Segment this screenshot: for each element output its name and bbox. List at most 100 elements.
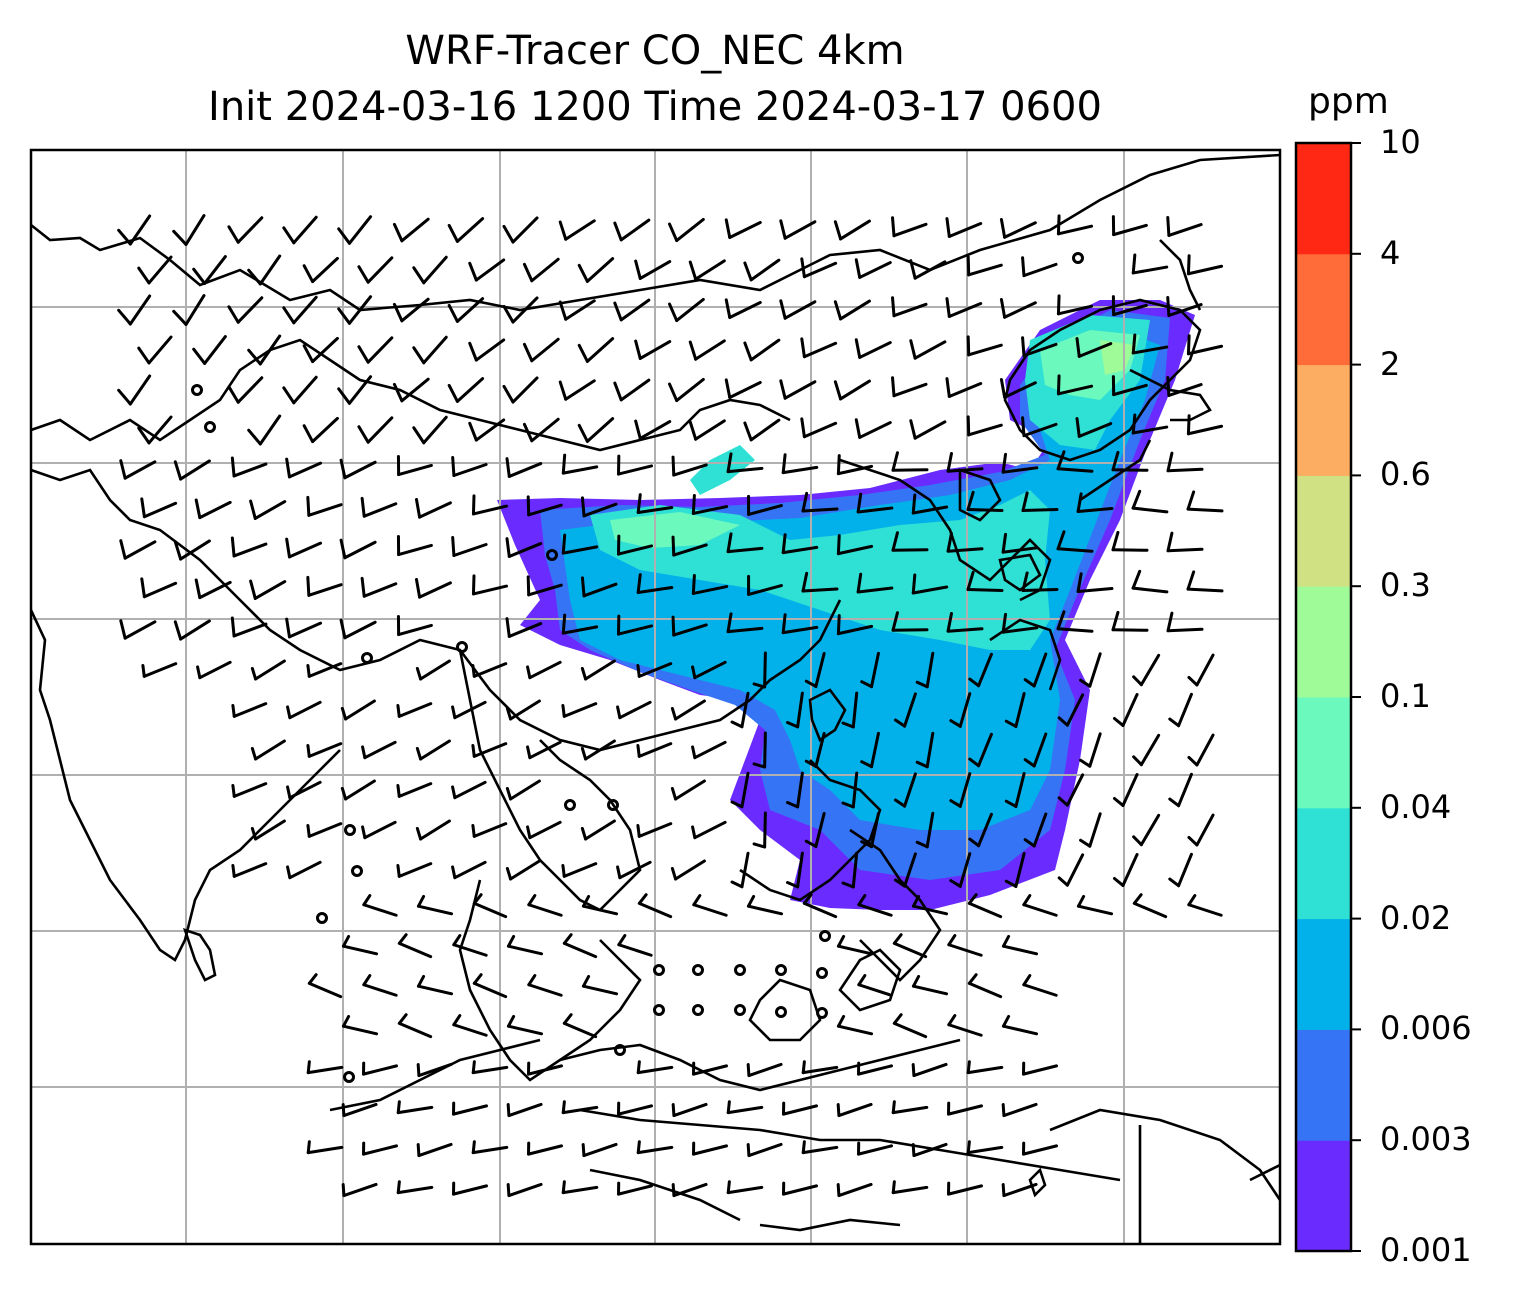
- wind-barb-shaft: [1195, 733, 1215, 767]
- wind-barb-shaft: [619, 378, 651, 402]
- wind-barb-shaft: [452, 1184, 488, 1196]
- calm-wind-marker: [1072, 252, 1084, 264]
- wind-barb-flag: [726, 612, 733, 634]
- wind-barb-flag: [306, 1060, 311, 1075]
- wind-barb-shaft: [782, 1104, 818, 1116]
- wind-barb-shaft: [966, 508, 1004, 512]
- wind-barb-shaft: [561, 625, 599, 635]
- wind-barb-flag: [286, 785, 292, 800]
- wind-barb-shaft: [857, 1144, 893, 1156]
- wind-barb-shaft: [416, 904, 454, 916]
- wind-barb-shaft: [858, 341, 892, 359]
- wind-barb-shaft: [584, 819, 616, 841]
- wind-barb-shaft: [147, 415, 173, 445]
- wind-barb-flag: [891, 451, 899, 472]
- wind-barb-flag: [526, 825, 532, 840]
- wind-barb-flag: [915, 680, 929, 689]
- wind-barb-flag: [800, 337, 806, 359]
- wind-barb-flag: [1166, 531, 1174, 553]
- wind-barb-flag: [506, 1014, 516, 1028]
- wind-barb-flag: [1112, 716, 1125, 727]
- wind-barb-flag: [968, 677, 981, 688]
- wind-barb-flag: [416, 974, 426, 988]
- wind-barb-flag: [613, 381, 623, 402]
- wind-barb-flag: [636, 663, 641, 678]
- wind-barb-shaft: [396, 1185, 434, 1195]
- wind-barb-flag: [250, 666, 258, 681]
- wind-barb-flag: [1076, 492, 1083, 514]
- wind-barb-shaft: [307, 662, 343, 678]
- wind-barb-flag: [909, 339, 917, 360]
- colorbar-segment: [1296, 253, 1351, 366]
- wind-barb-flag: [302, 264, 315, 284]
- wind-barb-flag: [172, 309, 188, 326]
- wind-barb-shaft: [452, 542, 488, 558]
- wind-barb-shaft: [203, 255, 227, 285]
- wind-barb-flag: [1056, 450, 1066, 471]
- wind-barb-flag: [691, 573, 696, 595]
- wind-barb-shaft: [1022, 1064, 1058, 1076]
- wind-barb-shaft: [726, 1185, 764, 1195]
- wind-barb-flag: [468, 421, 478, 442]
- wind-barb-flag: [412, 346, 426, 365]
- wind-barb-shaft: [691, 505, 729, 515]
- wind-barb-flag: [561, 533, 567, 555]
- wind-barb-shaft: [672, 1182, 708, 1198]
- wind-barb-flag: [945, 377, 951, 398]
- wind-barb-shaft: [232, 862, 268, 878]
- wind-barb-shaft: [472, 662, 508, 678]
- wind-barb-flag: [999, 378, 1007, 399]
- wind-barb-shaft: [749, 258, 781, 282]
- wind-barb-shaft: [913, 420, 947, 440]
- wind-barb-flag: [670, 866, 678, 881]
- wind-barb-shaft: [397, 862, 433, 878]
- wind-barb-shaft: [740, 771, 750, 809]
- colorbar-tick-label: 0.1: [1380, 677, 1431, 715]
- wind-barb-flag: [357, 425, 370, 444]
- wind-barb-shaft: [672, 623, 708, 637]
- wind-barb-shaft: [1111, 548, 1149, 552]
- wind-barb-flag: [282, 386, 296, 405]
- wind-barb-shaft: [783, 220, 817, 240]
- wind-barb-shaft: [726, 1105, 764, 1115]
- wind-barb-flag: [1075, 417, 1081, 438]
- wind-barb-flag: [1168, 797, 1181, 808]
- wind-barb-shaft: [796, 691, 804, 729]
- wind-barb-shaft: [892, 1021, 928, 1039]
- wind-barb-shaft: [1186, 587, 1224, 593]
- wind-barb-shaft: [1022, 1144, 1058, 1156]
- wind-barb-shaft: [802, 901, 838, 919]
- wind-barb-flag: [286, 705, 292, 720]
- wind-barb-shaft: [527, 503, 563, 517]
- wind-barb-flag: [752, 682, 767, 689]
- wind-barb-shaft: [617, 1184, 653, 1196]
- wind-barb-shaft: [564, 299, 596, 321]
- wind-barb-shaft: [747, 1062, 783, 1078]
- wind-barb-shaft: [728, 380, 762, 400]
- wind-barb-shaft: [958, 692, 972, 728]
- wind-barb-flag: [337, 227, 351, 245]
- wind-barb-flag: [451, 536, 456, 558]
- wind-barb-flag: [230, 536, 236, 558]
- wind-barb-flag: [249, 499, 257, 520]
- wind-barb-flag: [505, 617, 511, 638]
- wind-barb-shaft: [341, 944, 379, 956]
- wind-barb-shaft: [400, 377, 430, 403]
- wind-barb-flag: [1004, 799, 1018, 808]
- wind-barb-flag: [746, 894, 756, 908]
- wind-barb-shaft: [561, 545, 599, 555]
- wind-barb-flag: [561, 1100, 566, 1115]
- wind-barb-shaft: [1077, 422, 1113, 438]
- wind-barb-flag: [1131, 489, 1142, 510]
- wind-barb-shaft: [675, 297, 705, 323]
- wind-barb-flag: [1079, 758, 1092, 768]
- wind-barb-shaft: [564, 379, 596, 401]
- wind-barb-flag: [414, 497, 422, 519]
- wind-barb-shaft: [1195, 813, 1215, 847]
- wind-barb-flag: [471, 663, 476, 678]
- wind-barb-flag: [911, 894, 921, 908]
- wind-barb-shaft: [366, 416, 394, 444]
- wind-barb-flag: [415, 826, 423, 841]
- wind-barb-flag: [231, 703, 236, 718]
- wind-barb-shaft: [694, 419, 726, 441]
